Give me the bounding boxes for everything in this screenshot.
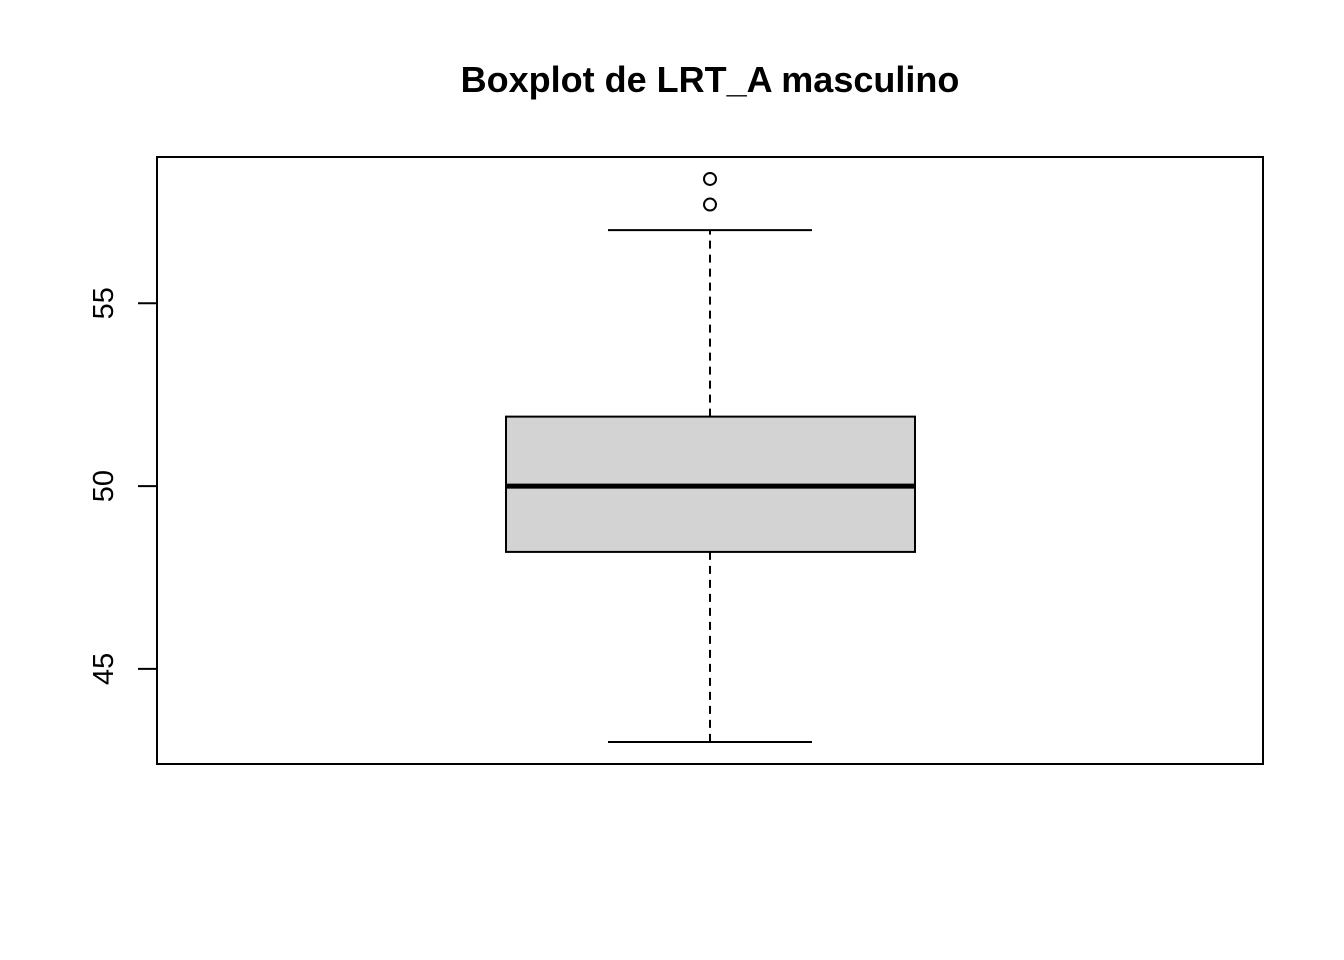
outlier-point-1 (703, 197, 717, 212)
plot-frame (156, 156, 1264, 765)
chart-title: Boxplot de LRT_A masculino (461, 59, 960, 100)
y-axis: 45 50 55 (88, 287, 157, 685)
box-group (505, 171, 916, 744)
y-tick-label-55: 55 (88, 287, 120, 319)
outlier-point-2 (703, 171, 717, 186)
y-tick-label-45: 45 (88, 653, 120, 685)
y-tick-label-50: 50 (88, 470, 120, 502)
